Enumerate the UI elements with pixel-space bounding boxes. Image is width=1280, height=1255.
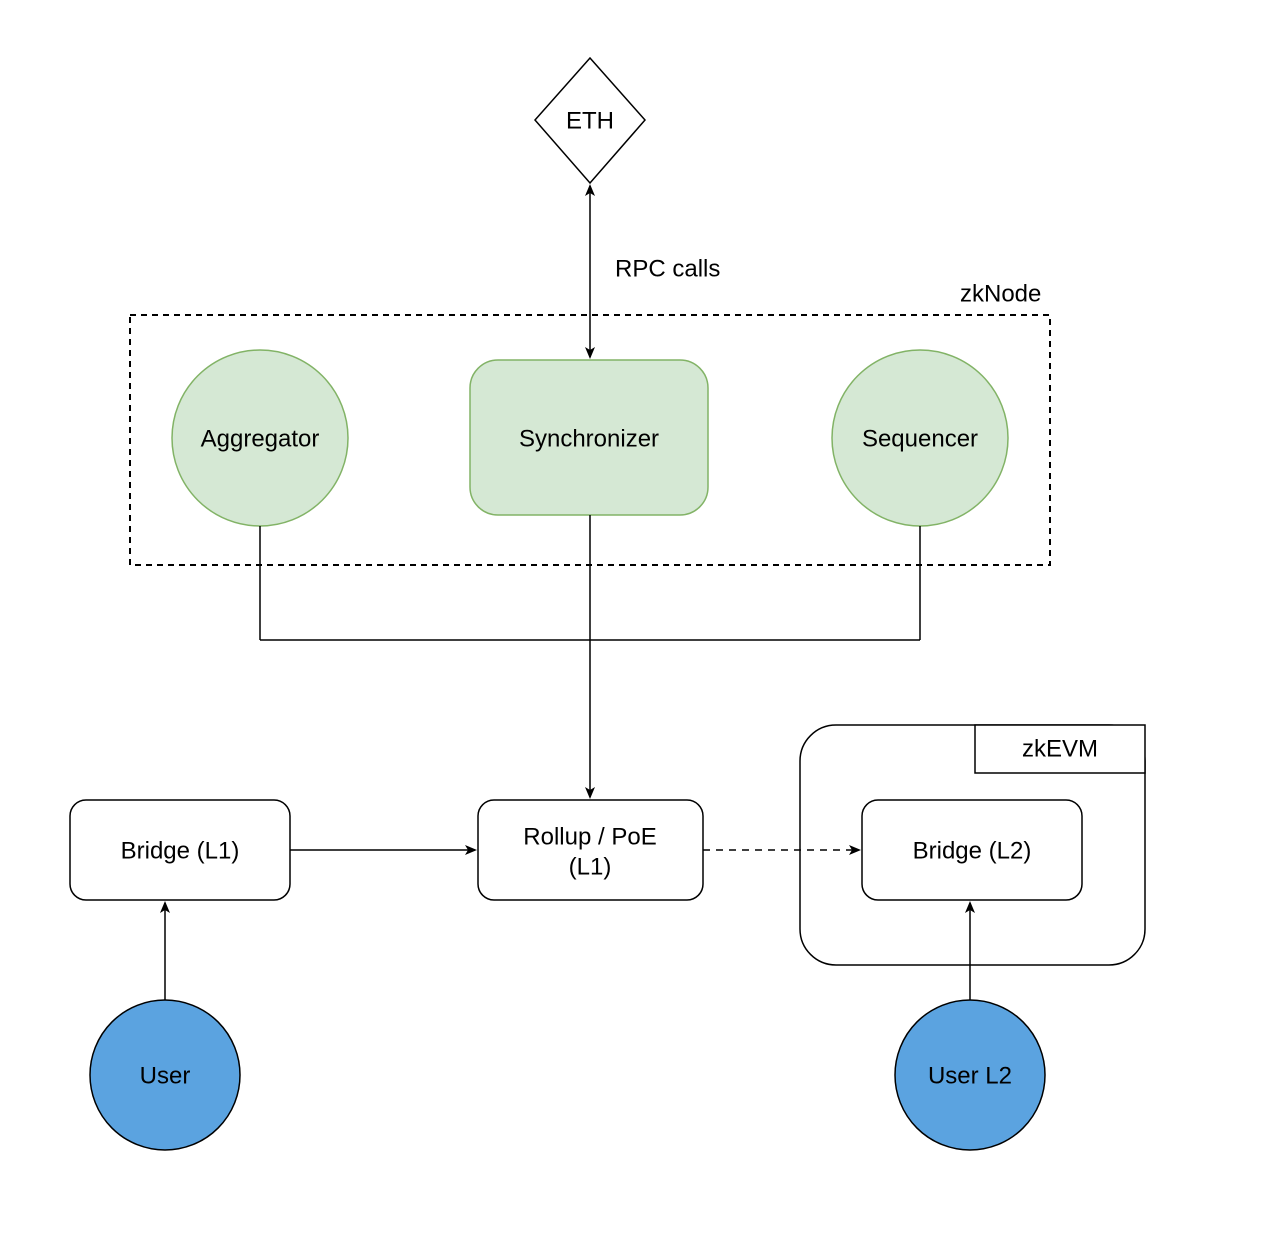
user-l2-node: User L2 [895,1000,1045,1150]
synchronizer-label: Synchronizer [519,425,659,452]
eth-label: ETH [566,107,614,134]
bridge-l2-node: Bridge (L2) [862,800,1082,900]
architecture-diagram: zkNode ETH RPC calls Aggregator Synchron… [0,0,1280,1255]
user-node: User [90,1000,240,1150]
rollup-label-2: (L1) [569,853,612,880]
edge-zknode-rollup [260,515,920,797]
user-l2-label: User L2 [928,1062,1012,1089]
sequencer-label: Sequencer [862,425,978,452]
bridge-l2-label: Bridge (L2) [913,837,1032,864]
synchronizer-node: Synchronizer [470,360,708,515]
rollup-label-1: Rollup / PoE [523,823,656,850]
aggregator-label: Aggregator [201,425,320,452]
bridge-l1-label: Bridge (L1) [121,837,240,864]
sequencer-node: Sequencer [832,350,1008,526]
zkevm-label: zkEVM [1022,735,1098,762]
user-label: User [140,1062,191,1089]
zknode-label: zkNode [960,280,1041,307]
eth-node: ETH [535,58,645,183]
aggregator-node: Aggregator [172,350,348,526]
bridge-l1-node: Bridge (L1) [70,800,290,900]
rollup-node: Rollup / PoE (L1) [478,800,703,900]
rpc-calls-label: RPC calls [615,255,720,282]
